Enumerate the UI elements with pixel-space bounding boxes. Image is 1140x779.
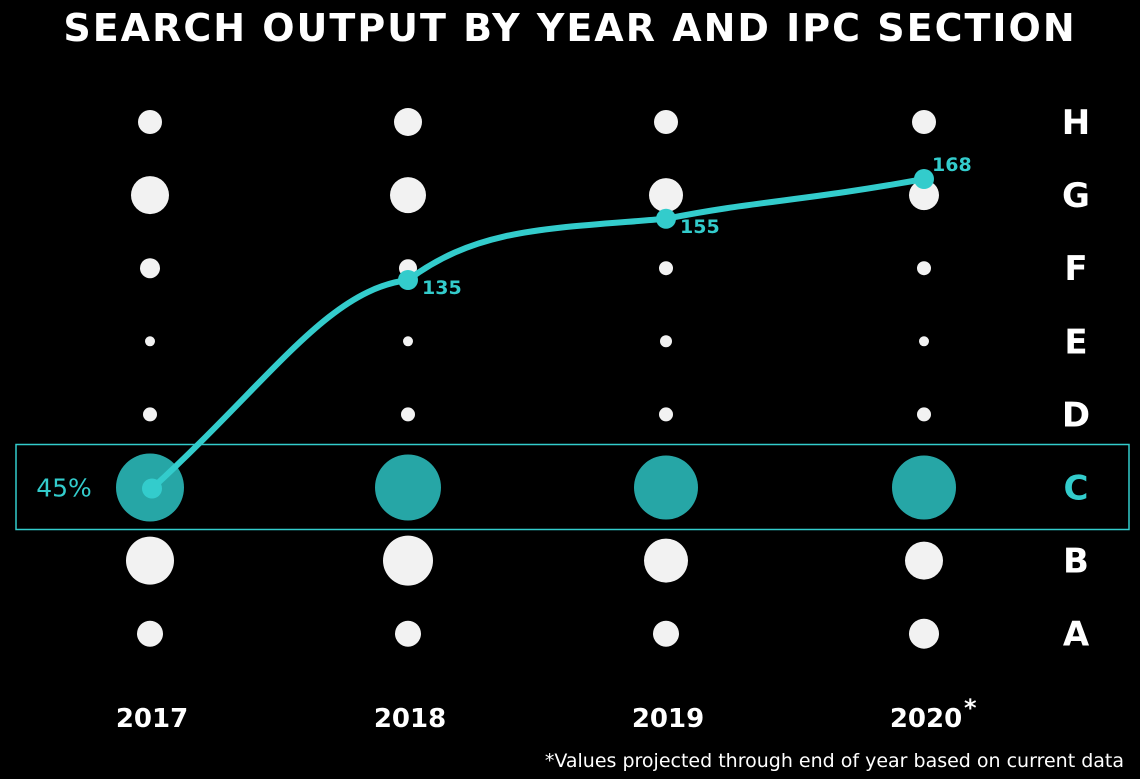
trend-point-2020 [914, 169, 934, 189]
section-label-A: A [1063, 615, 1090, 655]
bubble-H-2019 [654, 110, 678, 134]
bubble-A-2017 [137, 620, 163, 647]
bubble-B-2017 [126, 536, 174, 585]
bubble-B-2018 [383, 535, 433, 586]
bubble-E-2020 [919, 336, 929, 347]
x-tick-label-2019: 2019 [632, 704, 704, 734]
trend-point-2018 [398, 270, 418, 290]
x-tick-label-2018: 2018 [374, 704, 446, 734]
bubble-D-2017 [143, 407, 157, 422]
trend-value-label-2019: 155 [680, 216, 720, 238]
bubble-F-2019 [659, 261, 673, 276]
bubble-G-2017 [131, 176, 169, 215]
x-tick-label-2020: 2020 [890, 704, 962, 734]
bubble-H-2018 [394, 108, 422, 136]
trend-line [149, 176, 927, 492]
bubble-F-2017 [140, 258, 160, 279]
trend-value-label-2018: 135 [422, 277, 462, 299]
bubble-D-2019 [659, 407, 673, 422]
bubble-B-2019 [644, 538, 688, 583]
bubble-C-2018 [375, 454, 441, 521]
bubble-F-2020 [917, 261, 931, 276]
section-label-B: B [1063, 542, 1089, 582]
section-label-E: E [1064, 322, 1087, 362]
highlight-band [15, 443, 1130, 531]
highlight-percent-label: 45% [36, 474, 92, 503]
bubble-B-2020 [905, 541, 943, 580]
bubble-G-2020 [909, 180, 939, 211]
bubble-A-2020 [909, 618, 939, 649]
bubble-H-2017 [138, 110, 162, 134]
section-label-F: F [1064, 249, 1087, 289]
bubble-C-2019 [634, 455, 698, 520]
section-label-G: G [1062, 176, 1090, 216]
x-tick-label-2017: 2017 [116, 704, 188, 734]
bubble-A-2018 [395, 620, 421, 647]
bubble-H-2020 [912, 110, 936, 134]
section-label-D: D [1062, 395, 1090, 435]
trend-point-2017 [142, 478, 162, 499]
trend-point-2019 [656, 208, 676, 229]
chart-title: SEARCH OUTPUT BY YEAR AND IPC SECTION [63, 6, 1077, 50]
footnote: *Values projected through end of year ba… [544, 750, 1124, 772]
bubble-E-2018 [403, 336, 413, 347]
x-tick-marker-2020: * [964, 694, 977, 722]
trend-value-label-2020: 168 [932, 154, 972, 176]
bubble-G-2019 [649, 178, 683, 213]
bubble-D-2020 [917, 407, 931, 422]
bubble-C-2020 [892, 455, 956, 520]
bubble-G-2018 [390, 177, 426, 214]
section-label-C: C [1064, 469, 1089, 509]
bubble-A-2019 [653, 620, 679, 647]
bubble-D-2018 [401, 407, 415, 422]
bubble-E-2017 [145, 336, 155, 347]
bubble-E-2019 [660, 335, 672, 348]
section-label-H: H [1062, 103, 1090, 143]
